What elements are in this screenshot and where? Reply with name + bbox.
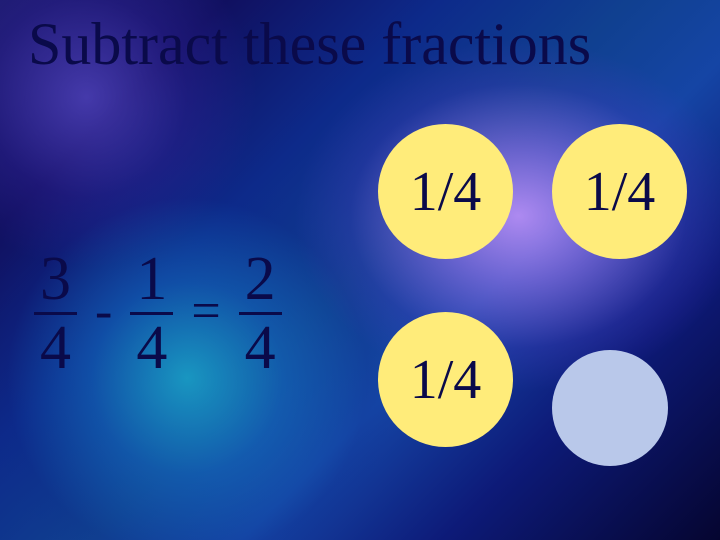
fraction-circle-3: 1/4 (378, 312, 513, 447)
fraction-circle-2-label: 1/4 (584, 160, 656, 224)
fraction-2: 1 4 (130, 248, 173, 379)
fraction-3: 2 4 (239, 248, 282, 379)
fraction-equation: 3 4 - 1 4 = 2 4 (34, 248, 282, 379)
fraction-1-numerator: 3 (34, 248, 77, 312)
slide-title: Subtract these fractions (28, 10, 591, 79)
fraction-circle-1-label: 1/4 (410, 160, 482, 224)
fraction-circle-4 (552, 350, 668, 466)
fraction-1: 3 4 (34, 248, 77, 379)
fraction-1-denominator: 4 (34, 315, 77, 379)
minus-operator: - (77, 286, 130, 338)
fraction-2-denominator: 4 (130, 315, 173, 379)
fraction-2-numerator: 1 (130, 248, 173, 312)
fraction-circle-3-label: 1/4 (410, 348, 482, 412)
equals-operator: = (173, 286, 238, 338)
fraction-3-numerator: 2 (239, 248, 282, 312)
fraction-3-denominator: 4 (239, 315, 282, 379)
fraction-circle-2: 1/4 (552, 124, 687, 259)
fraction-circle-1: 1/4 (378, 124, 513, 259)
